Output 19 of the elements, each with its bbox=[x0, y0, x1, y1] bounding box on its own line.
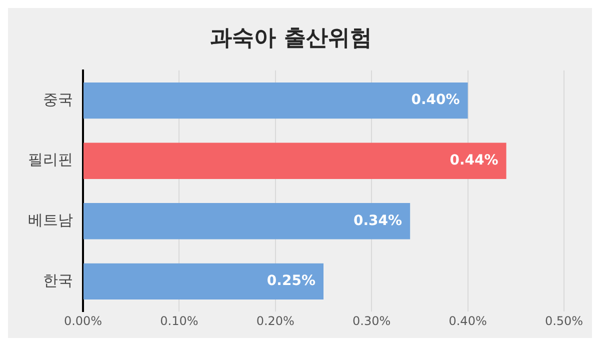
y-tick-label: 필리핀 bbox=[28, 150, 73, 169]
bar bbox=[84, 203, 410, 240]
bar bbox=[84, 82, 468, 119]
x-tick-label: 0.50% bbox=[544, 314, 584, 328]
y-tick-label: 한국 bbox=[43, 271, 73, 290]
x-tick-label: 0.30% bbox=[352, 314, 391, 328]
x-tick-label: 0.40% bbox=[448, 314, 487, 328]
bar bbox=[84, 263, 324, 300]
y-tick-label: 베트남 bbox=[28, 211, 73, 230]
chart-title: 과숙아 출산위험 bbox=[210, 26, 372, 51]
data-label: 0.25% bbox=[266, 273, 316, 290]
data-label: 0.34% bbox=[354, 212, 402, 229]
x-tick-label: 0.20% bbox=[256, 314, 294, 328]
y-tick-label: 중국 bbox=[43, 90, 73, 108]
data-label: 0.40% bbox=[411, 92, 460, 108]
data-label: 0.44% bbox=[450, 152, 498, 168]
x-tick-label: 0.00% bbox=[64, 314, 102, 328]
bar bbox=[84, 142, 506, 179]
x-tick-label: 0.10% bbox=[160, 314, 198, 328]
